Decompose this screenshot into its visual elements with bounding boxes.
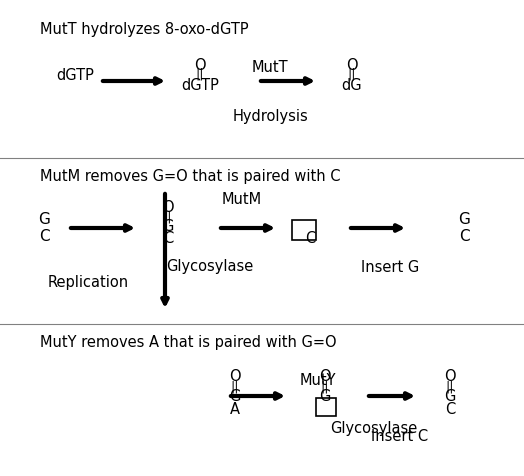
Text: G: G: [162, 219, 173, 234]
Text: C: C: [445, 402, 455, 416]
Text: C: C: [39, 229, 49, 244]
Text: dGTP: dGTP: [56, 68, 94, 82]
Text: dGTP: dGTP: [181, 77, 219, 92]
Text: MutY removes A that is paired with G=O: MutY removes A that is paired with G=O: [40, 334, 336, 349]
Text: G: G: [444, 389, 456, 404]
Text: ||: ||: [321, 380, 329, 393]
Text: ||: ||: [348, 68, 356, 80]
Text: C: C: [458, 229, 470, 244]
Text: Glycosylase: Glycosylase: [167, 259, 254, 274]
Text: O: O: [229, 369, 241, 384]
Text: MutM removes G=O that is paired with C: MutM removes G=O that is paired with C: [40, 169, 341, 184]
Text: MutY: MutY: [300, 373, 336, 387]
Text: ||: ||: [446, 380, 454, 393]
Text: O: O: [194, 58, 206, 72]
Text: O: O: [444, 369, 456, 384]
Text: G: G: [38, 211, 50, 226]
Text: MutM: MutM: [222, 191, 262, 206]
Text: dG: dG: [342, 77, 362, 92]
Text: ||: ||: [196, 68, 204, 80]
Text: Insert C: Insert C: [372, 428, 429, 444]
Text: O: O: [319, 369, 331, 384]
Text: C: C: [163, 231, 173, 246]
Text: Insert G: Insert G: [361, 259, 419, 274]
Bar: [316, 398, 336, 416]
Text: ||: ||: [231, 380, 239, 393]
Text: C: C: [305, 231, 315, 246]
Text: G: G: [458, 211, 470, 226]
Text: ||: ||: [163, 210, 172, 223]
Bar: [292, 220, 316, 240]
Text: Hydrolysis: Hydrolysis: [232, 109, 308, 124]
Text: MutT: MutT: [252, 60, 288, 74]
Text: G: G: [319, 389, 331, 404]
Text: O: O: [346, 58, 358, 72]
Text: G: G: [230, 389, 241, 404]
Text: Replication: Replication: [48, 274, 128, 289]
Text: A: A: [230, 402, 240, 416]
Text: MutT hydrolyzes 8-oxo-dGTP: MutT hydrolyzes 8-oxo-dGTP: [40, 22, 248, 37]
Text: O: O: [162, 199, 174, 214]
Text: Glycosylase: Glycosylase: [330, 421, 417, 436]
